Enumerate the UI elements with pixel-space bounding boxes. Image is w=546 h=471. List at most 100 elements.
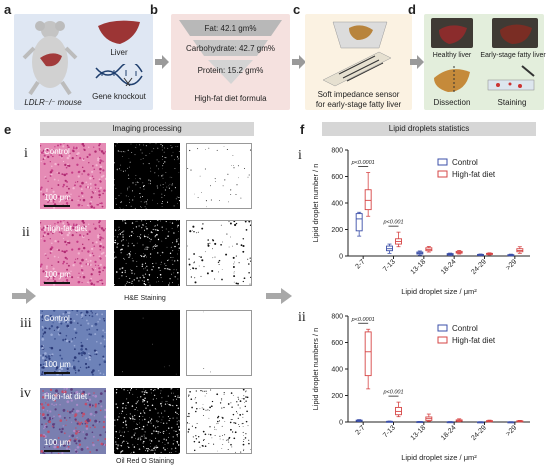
texture-dot bbox=[119, 207, 121, 209]
texture-dot bbox=[56, 144, 60, 147]
texture-dot bbox=[132, 416, 134, 418]
panel-a: LDLR⁻/⁻ mouse Liver Gene knockout bbox=[14, 14, 153, 110]
texture-dot bbox=[65, 279, 69, 282]
texture-dot bbox=[98, 193, 101, 197]
texture-dot bbox=[203, 439, 205, 441]
texture-dot bbox=[120, 452, 122, 454]
texture-dot bbox=[250, 449, 251, 450]
texture-dot bbox=[196, 423, 198, 425]
texture-dot bbox=[61, 250, 64, 252]
texture-dot bbox=[153, 447, 155, 449]
x-tick-label: 2-7 bbox=[354, 424, 366, 436]
texture-dot bbox=[165, 400, 167, 402]
y-tick-label: 0 bbox=[339, 420, 343, 427]
chart-label-ii: ii bbox=[298, 310, 306, 325]
texture-dot bbox=[86, 204, 90, 207]
texture-dot bbox=[163, 432, 165, 435]
texture-dot bbox=[121, 151, 123, 153]
texture-dot bbox=[142, 244, 144, 246]
texture-dot bbox=[168, 365, 170, 367]
texture-dot bbox=[142, 274, 144, 276]
texture-dot bbox=[162, 201, 163, 202]
texture-dot bbox=[81, 250, 83, 252]
texture-dot bbox=[131, 258, 133, 259]
texture-dot bbox=[62, 408, 66, 412]
texture-dot bbox=[81, 195, 84, 197]
texture-dot bbox=[221, 398, 223, 400]
texture-dot bbox=[93, 414, 96, 417]
texture-dot bbox=[200, 389, 202, 392]
texture-dot bbox=[144, 273, 147, 275]
texture-dot bbox=[40, 152, 41, 154]
texture-dot bbox=[171, 392, 172, 394]
texture-dot bbox=[122, 427, 124, 429]
texture-dot bbox=[67, 395, 70, 398]
texture-dot bbox=[104, 408, 106, 412]
texture-dot bbox=[76, 240, 79, 243]
texture-dot bbox=[93, 245, 96, 248]
texture-dot bbox=[140, 158, 142, 160]
texture-dot bbox=[92, 269, 95, 271]
texture-dot bbox=[154, 407, 156, 410]
texture-dot bbox=[242, 431, 244, 433]
texture-dot bbox=[155, 426, 157, 428]
texture-dot bbox=[44, 176, 47, 178]
texture-dot bbox=[177, 396, 179, 398]
texture-dot bbox=[123, 440, 125, 442]
texture-dot bbox=[103, 319, 106, 322]
panel-b: Fat: 42.1 gm% Carbohydrate: 42.7 gm% Pro… bbox=[171, 14, 290, 110]
texture-dot bbox=[204, 433, 207, 436]
texture-dot bbox=[64, 163, 67, 167]
texture-dot bbox=[62, 338, 65, 341]
texture-dot bbox=[168, 452, 170, 454]
texture-dot bbox=[161, 240, 163, 242]
texture-dot bbox=[217, 423, 219, 424]
texture-dot bbox=[217, 416, 219, 419]
texture-dot bbox=[99, 244, 102, 248]
texture-dot bbox=[127, 245, 129, 247]
texture-dot bbox=[145, 246, 147, 248]
texture-dot bbox=[172, 146, 173, 148]
texture-dot bbox=[74, 337, 77, 339]
texture-dot bbox=[233, 422, 235, 424]
texture-dot bbox=[237, 404, 239, 406]
texture-dot bbox=[125, 423, 127, 425]
texture-dot bbox=[73, 184, 76, 187]
texture-dot bbox=[94, 405, 97, 408]
texture-dot bbox=[70, 270, 72, 273]
texture-dot bbox=[122, 421, 125, 424]
texture-dot bbox=[204, 395, 206, 397]
texture-dot bbox=[170, 145, 172, 147]
texture-dot bbox=[54, 408, 57, 411]
x-tick-label: 13-18 bbox=[410, 424, 428, 442]
texture-dot bbox=[242, 426, 244, 427]
texture-dot bbox=[138, 225, 140, 227]
texture-dot bbox=[73, 319, 76, 322]
texture-dot bbox=[102, 269, 104, 272]
texture-dot bbox=[165, 237, 167, 240]
texture-dot bbox=[144, 283, 147, 286]
texture-dot bbox=[121, 441, 124, 443]
arrow-right-icon bbox=[292, 55, 306, 69]
texture-dot bbox=[221, 268, 223, 270]
texture-dot bbox=[56, 227, 59, 229]
texture-dot bbox=[177, 271, 179, 274]
legend-label: Control bbox=[452, 158, 478, 167]
texture-dot bbox=[172, 263, 174, 265]
texture-dot bbox=[40, 403, 44, 406]
texture-dot bbox=[202, 408, 205, 411]
texture-dot bbox=[208, 417, 210, 419]
texture-dot bbox=[177, 407, 180, 410]
texture-dot bbox=[133, 233, 134, 234]
texture-dot bbox=[143, 144, 144, 146]
texture-dot bbox=[142, 425, 145, 428]
texture-dot bbox=[176, 226, 179, 228]
texture-dot bbox=[88, 403, 92, 407]
sensor-icon bbox=[322, 21, 392, 87]
texture-dot bbox=[63, 320, 66, 323]
texture-dot bbox=[58, 428, 61, 431]
texture-dot bbox=[50, 346, 54, 350]
texture-dot bbox=[88, 355, 91, 359]
texture-dot bbox=[59, 332, 62, 335]
dissection-icon bbox=[434, 66, 470, 94]
